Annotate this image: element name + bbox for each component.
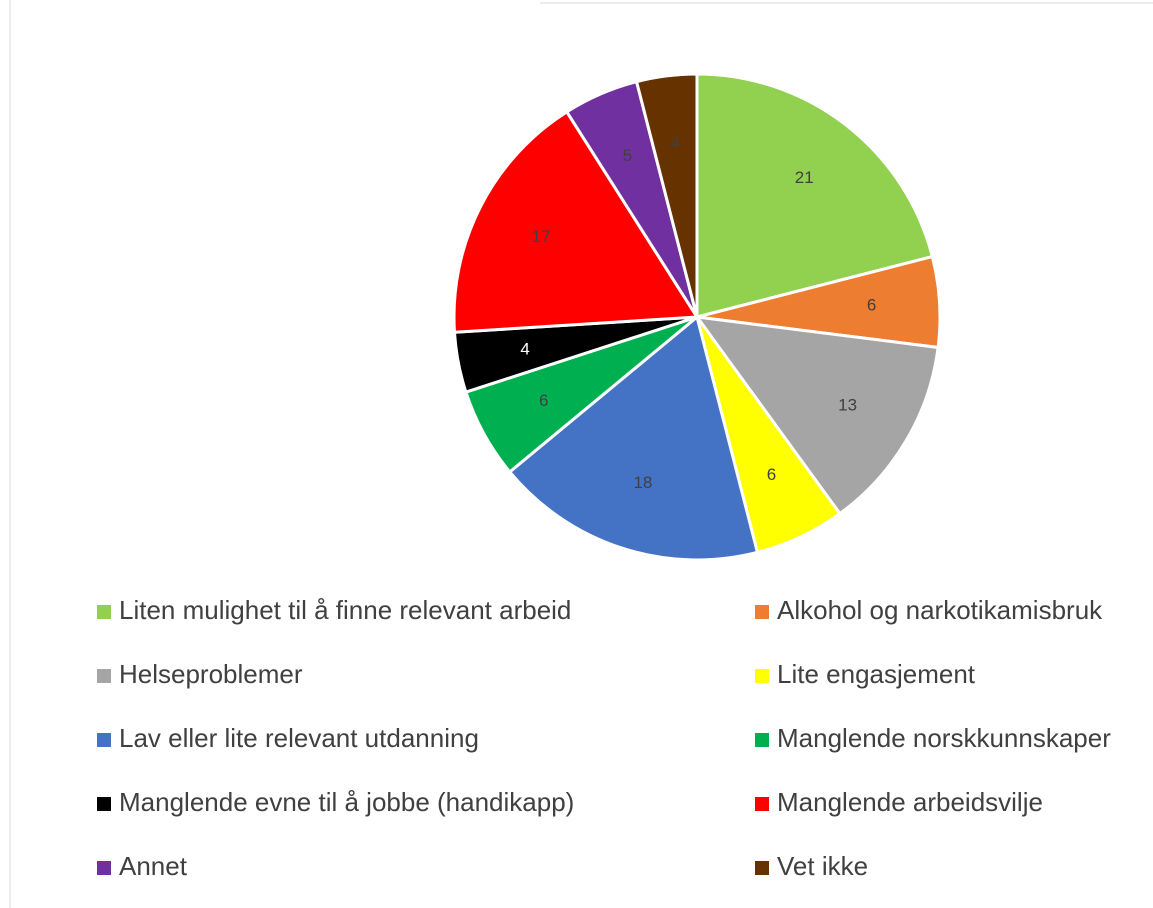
legend-label: Manglende evne til å jobbe (handikapp): [119, 787, 574, 817]
data-label: 17: [532, 227, 551, 246]
legend-label: Alkohol og narkotikamisbruk: [777, 595, 1103, 625]
pie-slice: [695, 72, 935, 319]
legend-swatch: [755, 605, 769, 619]
legend-swatch: [97, 605, 111, 619]
legend-swatch: [755, 733, 769, 747]
legend-label: Helseproblemer: [119, 659, 303, 689]
data-label: 6: [767, 465, 776, 484]
legend-label: Manglende norskkunnskaper: [777, 723, 1111, 753]
legend-label: Annet: [119, 851, 188, 881]
data-label: 21: [795, 168, 814, 187]
data-label: 6: [539, 391, 548, 410]
legend-swatch: [97, 669, 111, 683]
legend-swatch: [97, 861, 111, 875]
legend-label: Lite engasjement: [777, 659, 976, 689]
legend-label: Vet ikke: [777, 851, 868, 881]
data-label: 5: [623, 146, 632, 165]
data-label: 4: [520, 339, 529, 358]
data-label: 4: [670, 133, 679, 152]
pie-slice: [634, 72, 699, 318]
pie-slice: [507, 314, 760, 562]
data-label: 18: [633, 473, 652, 492]
legend-swatch: [755, 669, 769, 683]
legend-swatch: [97, 797, 111, 811]
legend-swatch: [755, 797, 769, 811]
legend-swatch: [755, 861, 769, 875]
legend-swatch: [97, 733, 111, 747]
legend-label: Lav eller lite relevant utdanning: [119, 723, 479, 753]
legend-label: Manglende arbeidsvilje: [777, 787, 1043, 817]
data-label: 6: [867, 295, 876, 314]
pie-slice: [452, 109, 700, 334]
pie-slice: [693, 315, 940, 516]
data-label: 13: [838, 396, 857, 415]
legend-label: Liten mulighet til å finne relevant arbe…: [119, 595, 571, 625]
